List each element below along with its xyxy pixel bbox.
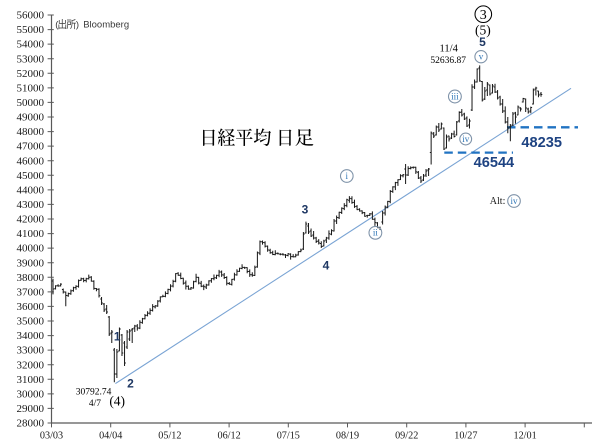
svg-text:40000: 40000 <box>17 243 45 255</box>
svg-text:i: i <box>346 171 349 181</box>
svg-text:35000: 35000 <box>17 316 45 328</box>
svg-text:43000: 43000 <box>17 199 45 211</box>
svg-text:55000: 55000 <box>17 24 45 36</box>
svg-text:): ) <box>76 20 79 31</box>
svg-text:48000: 48000 <box>17 126 45 138</box>
svg-text:12/01: 12/01 <box>513 431 536 442</box>
svg-text:3: 3 <box>480 8 487 23</box>
svg-text:48235: 48235 <box>521 135 562 151</box>
svg-text:10/27: 10/27 <box>454 431 477 442</box>
svg-text:Bloomberg: Bloomberg <box>83 20 129 31</box>
svg-text:44000: 44000 <box>17 185 45 197</box>
svg-text:2: 2 <box>127 377 134 391</box>
svg-text:06/12: 06/12 <box>217 431 240 442</box>
svg-text:54000: 54000 <box>17 39 45 51</box>
svg-text:iv: iv <box>510 196 518 206</box>
svg-text:41000: 41000 <box>17 228 45 240</box>
svg-text:30792.74: 30792.74 <box>76 388 112 398</box>
svg-text:45000: 45000 <box>17 170 45 182</box>
svg-text:46000: 46000 <box>17 155 45 167</box>
svg-text:49000: 49000 <box>17 112 45 124</box>
svg-text:29000: 29000 <box>17 403 45 415</box>
svg-text:5: 5 <box>479 35 486 49</box>
svg-text:28000: 28000 <box>17 418 45 430</box>
svg-text:11/4: 11/4 <box>439 43 458 54</box>
svg-text:33000: 33000 <box>17 345 45 357</box>
svg-text:34000: 34000 <box>17 330 45 342</box>
svg-text:1: 1 <box>114 330 121 344</box>
svg-text:03/03: 03/03 <box>40 431 63 442</box>
svg-text:50000: 50000 <box>17 97 45 109</box>
svg-text:(4): (4) <box>109 394 125 409</box>
svg-text:32000: 32000 <box>17 359 45 371</box>
svg-text:08/19: 08/19 <box>336 431 359 442</box>
svg-text:Alt:: Alt: <box>490 196 506 207</box>
svg-text:04/04: 04/04 <box>99 431 122 442</box>
svg-text:iv: iv <box>462 134 470 144</box>
svg-text:39000: 39000 <box>17 257 45 269</box>
svg-text:30000: 30000 <box>17 389 45 401</box>
svg-text:(5): (5) <box>475 22 491 37</box>
svg-text:42000: 42000 <box>17 214 45 226</box>
svg-text:09/22: 09/22 <box>395 431 418 442</box>
svg-text:47000: 47000 <box>17 141 45 153</box>
svg-text:36000: 36000 <box>17 301 45 313</box>
svg-text:(: ( <box>55 20 59 31</box>
svg-text:52000: 52000 <box>17 68 45 80</box>
svg-text:iii: iii <box>451 91 459 101</box>
svg-text:ii: ii <box>373 228 379 238</box>
svg-text:07/15: 07/15 <box>277 431 300 442</box>
svg-text:31000: 31000 <box>17 374 45 386</box>
svg-text:05/12: 05/12 <box>158 431 181 442</box>
svg-text:52636.87: 52636.87 <box>430 56 466 66</box>
svg-text:4/7: 4/7 <box>89 399 101 409</box>
svg-text:38000: 38000 <box>17 272 45 284</box>
svg-text:4: 4 <box>323 259 330 273</box>
svg-text:v: v <box>479 52 484 62</box>
svg-text:3: 3 <box>302 203 309 217</box>
svg-text:53000: 53000 <box>17 53 45 65</box>
svg-text:37000: 37000 <box>17 287 45 299</box>
svg-text:46544: 46544 <box>474 155 515 171</box>
svg-text:56000: 56000 <box>17 10 45 22</box>
svg-text:51000: 51000 <box>17 83 45 95</box>
